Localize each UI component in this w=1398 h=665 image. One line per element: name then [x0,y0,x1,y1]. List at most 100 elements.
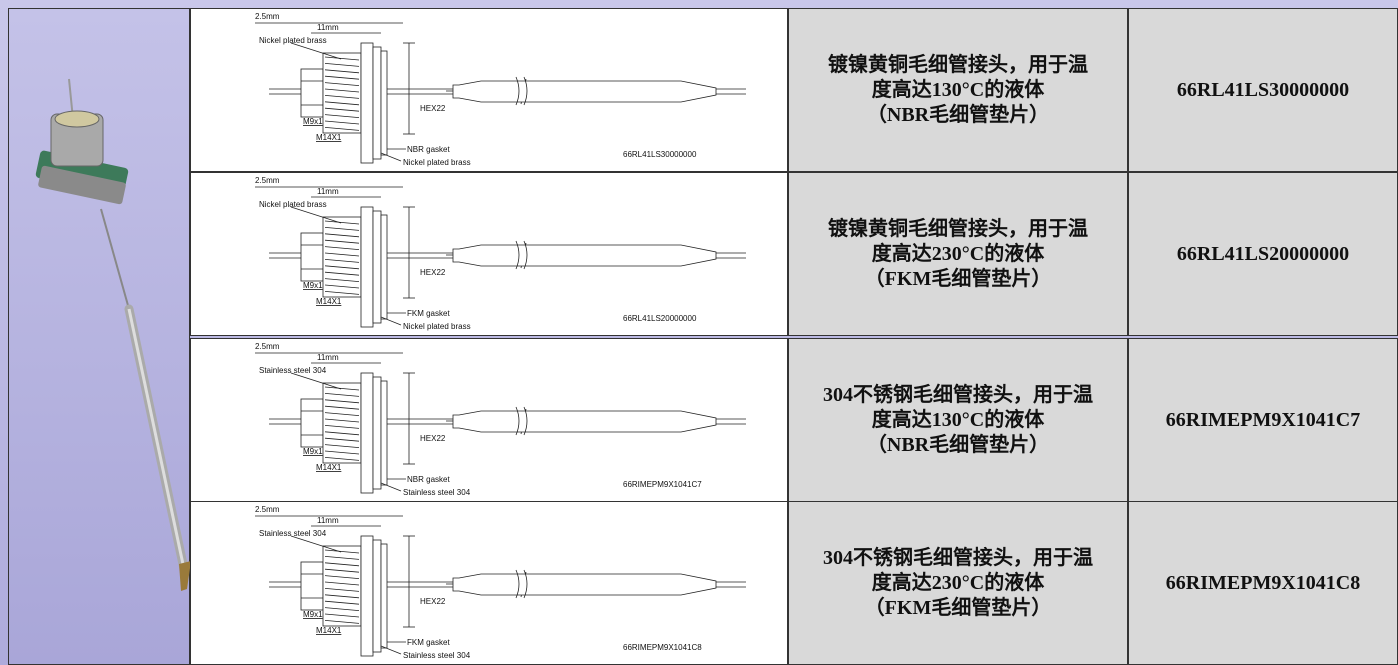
table-row: 2.5mm 11mm Nickel plated brass HEX22 M9x1 M14… [190,8,1398,172]
drawing-label: M9x1 [303,447,323,456]
drawing-line [324,291,360,295]
drawing-line [380,316,402,326]
technical-drawing: 2.5mm 11mm Nickel plated brass HEX22 M9x1 M14… [255,176,746,331]
drawing-line [380,152,402,162]
drawing-label: NBR gasket [407,475,450,484]
drawing-line [324,457,360,461]
drawing-line [324,220,360,225]
description-line: 度高达130°C的液体 [871,408,1045,431]
drawing-label: HEX22 [420,434,446,443]
drawing-label: 66RIMEPM9X1041C8 [623,643,702,652]
drawing-part [360,206,374,328]
drawing-line [324,431,360,436]
description-cell: 镀镍黄铜毛细管接头，用于温 度高达230°C的液体 （FKM毛细管垫片） [788,172,1128,336]
drawing-line [324,278,360,282]
part-number: 66RL41LS20000000 [1176,242,1350,265]
drawing-line [324,393,360,397]
break-mark [515,406,528,436]
drawing-part [300,68,324,118]
drawing-label: M9x1 [303,610,323,619]
part-number-cell: 66RIMEPM9X1041C7 [1128,338,1398,502]
drawing-line [324,620,360,624]
drawing-part [380,380,388,486]
drawing-label: M14X1 [316,297,342,306]
drawing-line [324,284,360,289]
drawing-line [380,482,402,492]
drawing-label: Stainless steel 304 [259,529,327,538]
drawing-cell: 2.5mm 11mm Nickel plated brass HEX22 M9x1 M14… [190,172,788,336]
drawing-label: Nickel plated brass [403,322,471,331]
drawing-label: 66RIMEPM9X1041C7 [623,480,702,489]
technical-drawing: 2.5mm 11mm Stainless steel 304 HEX22 M9x1 M14… [255,342,746,497]
drawing-label: Stainless steel 304 [403,488,471,497]
drawing-line [324,444,360,448]
drawing-line [324,600,360,605]
drawing-line [324,437,360,442]
drawing-line [324,120,360,125]
drawing-label: 2.5mm [255,12,280,21]
drawing-label: Nickel plated brass [259,200,327,209]
drawing-line [324,69,360,74]
description-line: 度高达230°C的液体 [871,242,1045,265]
description-cell: 304不锈钢毛细管接头，用于温 度高达130°C的液体 （NBR毛细管垫片） [788,338,1128,502]
drawing-label: 11mm [317,516,339,525]
drawing-part [372,46,382,160]
table-row: 2.5mm 11mm Stainless steel 304 HEX22 M9x1 M14… [190,338,1398,502]
drawing-line [324,95,360,99]
part-number: 66RL41LS30000000 [1176,78,1350,101]
drawing-line [324,425,360,429]
part-number: 66RIMEPM9X1041C7 [1165,408,1361,431]
drawing-line [324,588,360,592]
part-number-cell: 66RL41LS30000000 [1128,8,1398,172]
drawing-line [324,63,360,67]
drawing-label: M14X1 [316,133,342,142]
description-line: （NBR毛细管垫片） [866,433,1050,456]
drawing-line [290,372,342,390]
drawing-cell: 2.5mm 11mm Nickel plated brass HEX22 M9x1 M14… [190,8,788,172]
drawing-line [324,613,360,618]
drawing-label: 66RL41LS20000000 [623,314,697,323]
drawing-line [324,101,360,106]
drawing-part [372,539,382,653]
drawing-label: M9x1 [303,281,323,290]
drawing-line [380,645,402,655]
part-number-cell: 66RIMEPM9X1041C8 [1128,501,1398,665]
drawing-line [324,405,360,410]
drawing-line [324,56,360,61]
description-line: 度高达230°C的液体 [871,571,1045,594]
drawing-part [372,376,382,490]
drawing-line [324,450,360,455]
sensor-bulb [452,410,717,433]
drawing-label: FKM gasket [407,309,450,318]
drawing-line [324,386,360,391]
drawing-line [324,399,360,404]
drawing-line [290,535,342,553]
drawing-label: M9x1 [303,117,323,126]
drawing-line [324,88,360,93]
drawing-line [324,265,360,270]
drawing-label: M14X1 [316,626,342,635]
drawing-part [372,210,382,324]
drawing-part [380,50,388,156]
drawing-label: HEX22 [420,268,446,277]
description-line: 304不锈钢毛细管接头，用于温 [823,546,1093,569]
drawing-part [380,214,388,320]
drawing-label: 11mm [317,187,339,196]
drawing-line [324,556,360,560]
drawing-label: NBR gasket [407,145,450,154]
drawing-line [324,227,360,231]
drawing-part [360,42,374,164]
drawing-line [324,252,360,257]
break-mark [515,240,528,270]
drawing-part [380,543,388,649]
table-row: 2.5mm 11mm Nickel plated brass HEX22 M9x1 M14… [190,172,1398,336]
drawing-label: 2.5mm [255,342,280,351]
technical-drawing: 2.5mm 11mm Stainless steel 304 HEX22 M9x1 M14… [255,505,746,660]
drawing-line [324,581,360,586]
drawing-label: 11mm [317,353,339,362]
break-mark [515,76,528,106]
part-number-cell: 66RL41LS20000000 [1128,172,1398,336]
drawing-label: FKM gasket [407,638,450,647]
drawing-label: HEX22 [420,597,446,606]
drawing-label: 2.5mm [255,505,280,514]
